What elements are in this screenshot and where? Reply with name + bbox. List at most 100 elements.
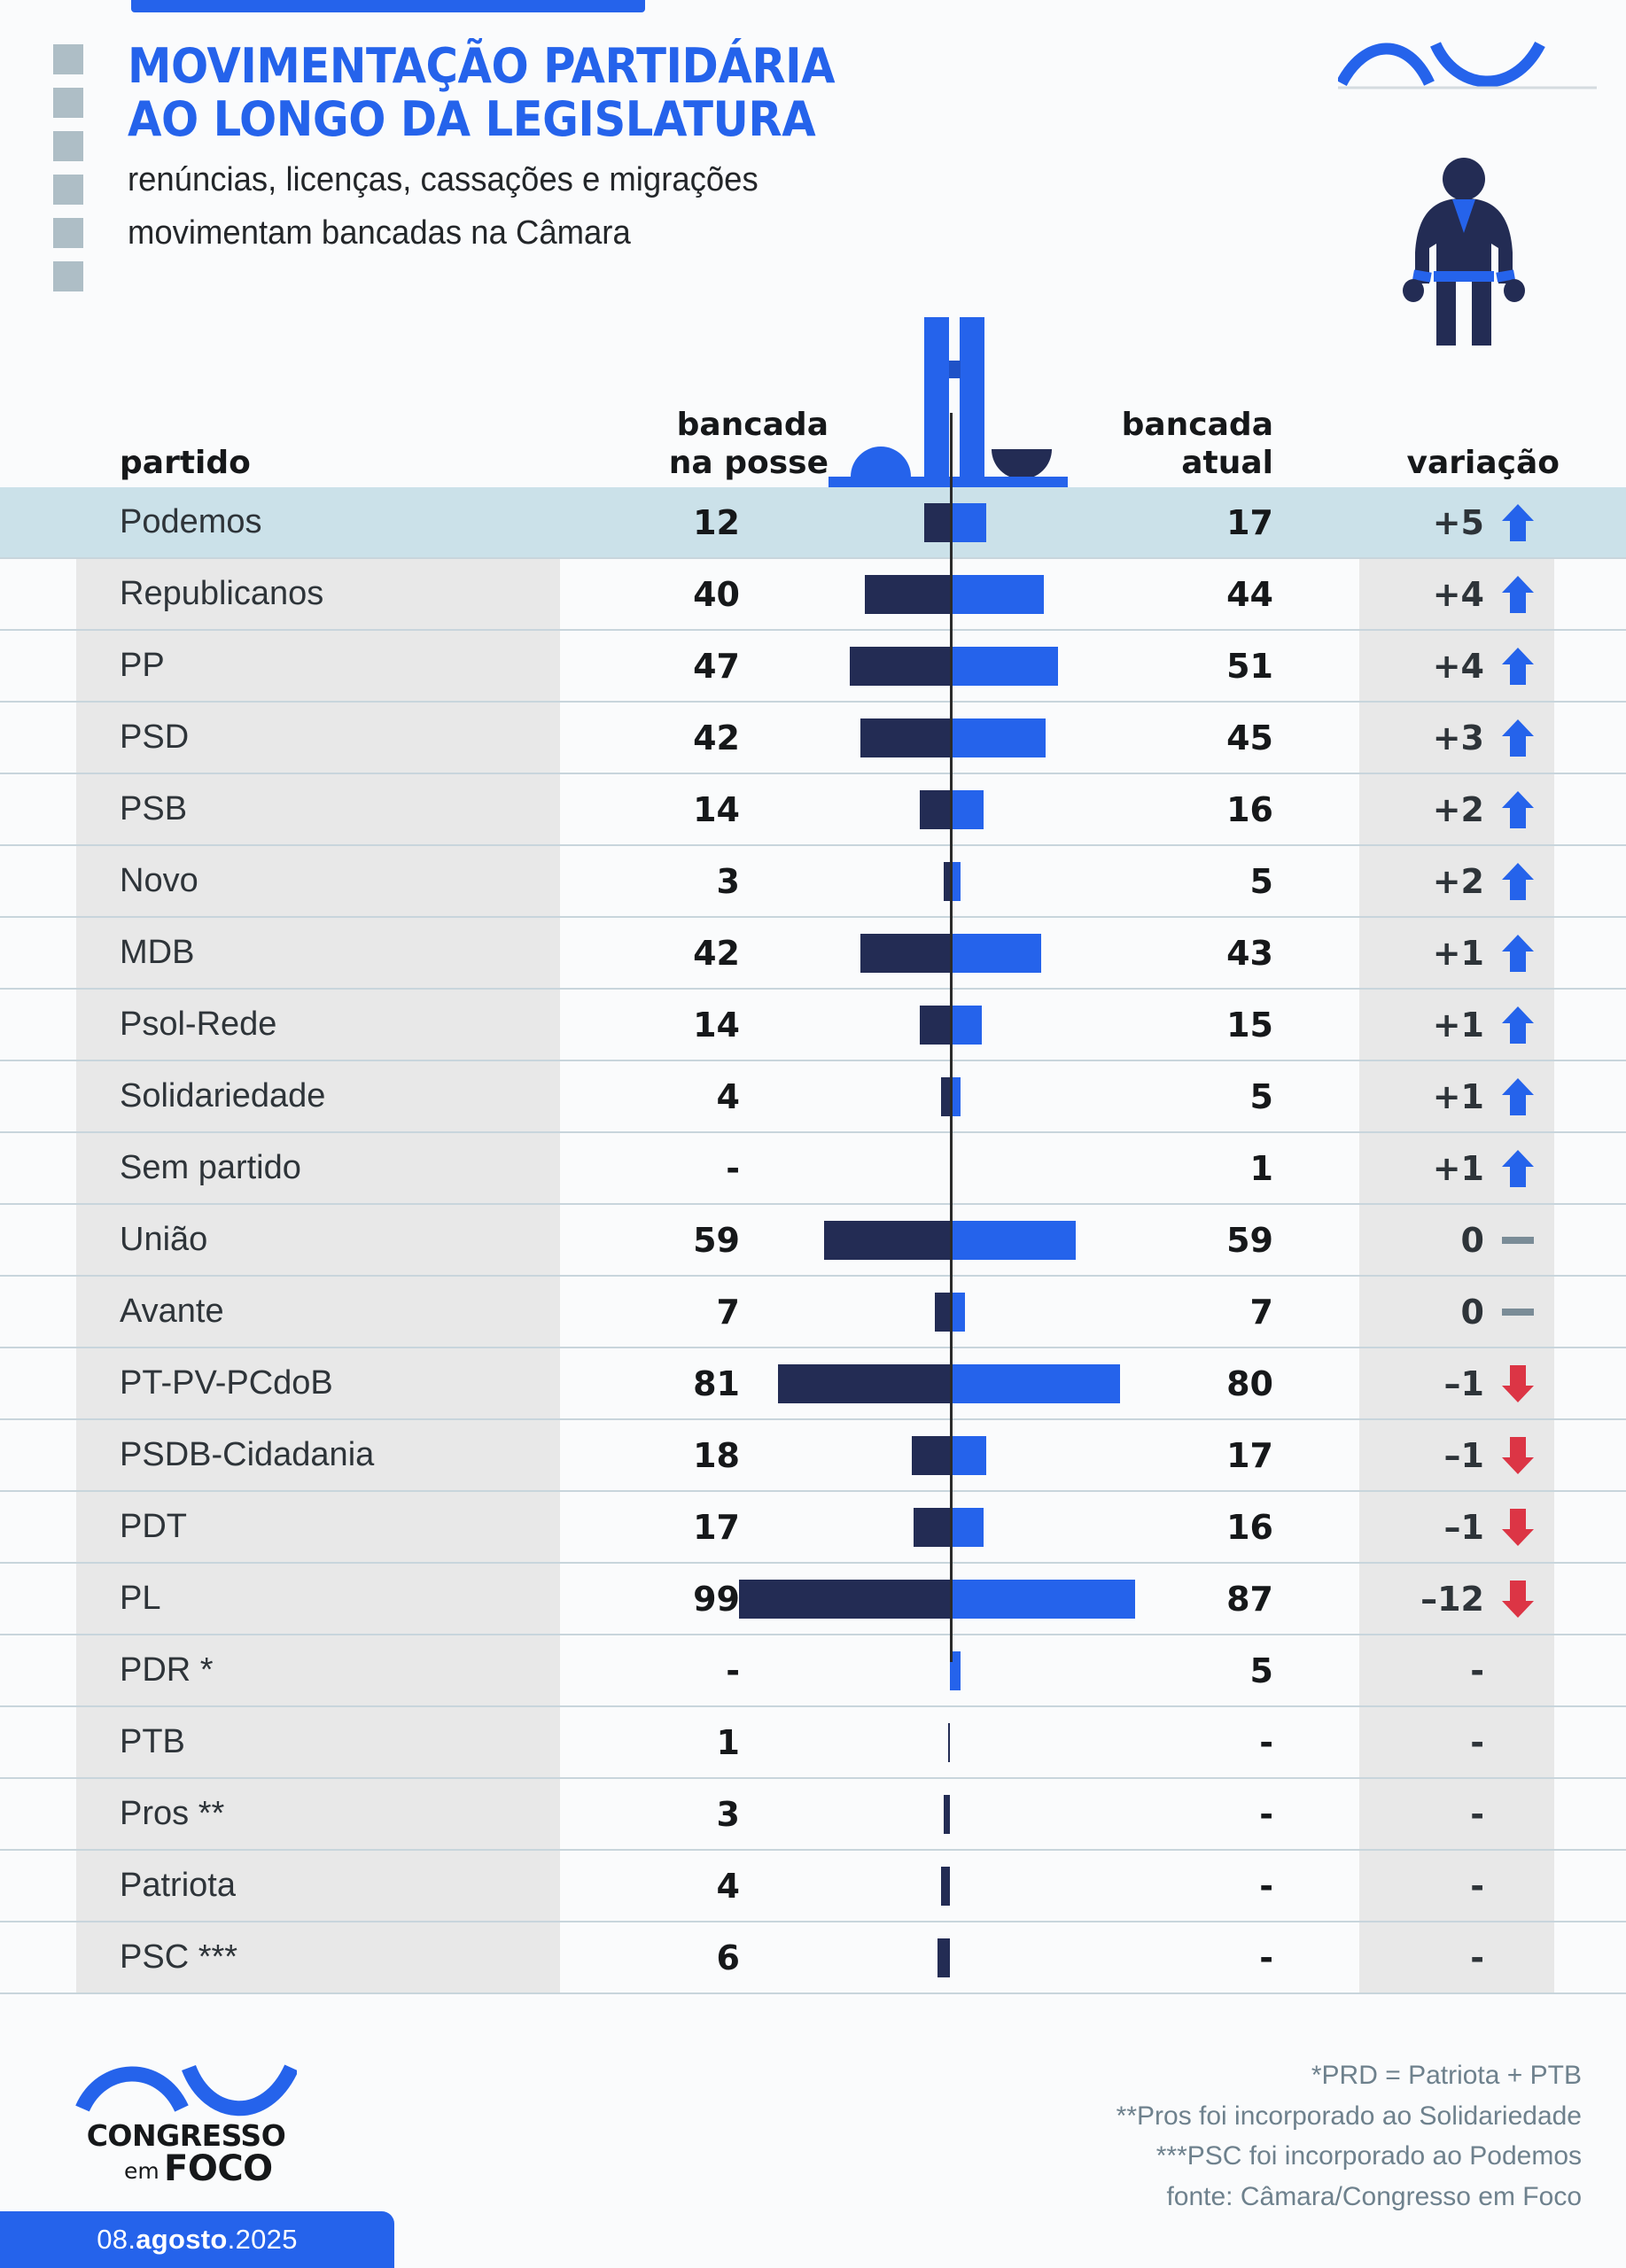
header-block: MOVIMENTAÇÃO PARTIDÁRIA AO LONGO DA LEGI… (128, 38, 1102, 254)
bar-bancada-na-posse (911, 1435, 950, 1475)
cell-bancada-na-posse: - (726, 1148, 740, 1188)
col-header-posse-l2: na posse (668, 444, 829, 481)
row-zebra-left (76, 774, 560, 844)
col-header-party: partido (120, 444, 251, 481)
bar-bancada-na-posse (943, 1794, 950, 1834)
bar-bancada-atual (950, 1579, 1135, 1619)
cell-party-name: Avante (120, 1293, 224, 1330)
cell-bancada-na-posse: 1 (716, 1722, 740, 1762)
date-year: .2025 (227, 2224, 298, 2255)
bar-bancada-atual (950, 718, 1046, 757)
cell-party-name: PSC *** (120, 1938, 238, 1976)
cell-bancada-na-posse: 18 (693, 1435, 740, 1475)
bar-bancada-na-posse (860, 933, 950, 973)
row-bars (0, 1492, 1626, 1562)
bar-bancada-atual (950, 861, 961, 901)
congresso-em-foco-wave-icon (1338, 41, 1597, 89)
cell-trend-indicator (1490, 1851, 1545, 1921)
cell-bancada-atual: 16 (1226, 1507, 1273, 1547)
table-row: PL 99 87 –12 (0, 1564, 1626, 1635)
row-zebra-left (76, 703, 560, 773)
cell-party-name: União (120, 1221, 208, 1258)
bar-bancada-na-posse (935, 1292, 950, 1332)
cell-variacao: +1 (1432, 1076, 1484, 1116)
row-bars (0, 631, 1626, 701)
table-row: União 59 59 0 (0, 1205, 1626, 1277)
row-zebra-left (76, 559, 560, 629)
cell-bancada-atual: 1 (1249, 1148, 1273, 1188)
cell-variacao: –1 (1443, 1363, 1484, 1403)
cell-variacao: +1 (1432, 933, 1484, 973)
bar-bancada-atual (950, 1076, 961, 1116)
row-bars (0, 1635, 1626, 1705)
row-bars (0, 1564, 1626, 1634)
cell-party-name: Novo (120, 862, 198, 899)
cell-variacao: - (1470, 1938, 1484, 1977)
arrow-up-icon (1502, 575, 1534, 613)
cell-trend-indicator (1490, 559, 1545, 629)
cell-bancada-atual: - (1259, 1794, 1273, 1834)
row-zebra-left (76, 1205, 560, 1275)
cell-party-name: PSDB-Cidadania (120, 1436, 375, 1473)
decorative-square (53, 261, 83, 291)
row-bars (0, 918, 1626, 988)
bar-bancada-na-posse (824, 1220, 950, 1260)
bar-bancada-na-posse (924, 502, 950, 542)
cell-bancada-na-posse: 59 (693, 1220, 740, 1260)
page-title-line1: MOVIMENTAÇÃO PARTIDÁRIA (128, 38, 836, 94)
cell-bancada-atual: 17 (1226, 502, 1273, 542)
row-zebra-left (76, 1779, 560, 1849)
cell-variacao: –1 (1443, 1435, 1484, 1475)
decorative-square (53, 175, 83, 205)
arrow-up-icon (1502, 503, 1534, 541)
table-row: Solidariedade 4 5 +1 (0, 1061, 1626, 1133)
bar-bancada-atual (950, 502, 986, 542)
table-row: Psol-Rede 14 15 +1 (0, 990, 1626, 1061)
row-bars (0, 1779, 1626, 1849)
row-zebra-left (76, 846, 560, 916)
row-bars (0, 846, 1626, 916)
bar-bancada-na-posse (850, 646, 950, 686)
row-zebra-left (76, 1133, 560, 1203)
cell-trend-indicator (1490, 918, 1545, 988)
cell-trend-indicator (1490, 1492, 1545, 1562)
deputy-person-icon (1403, 158, 1525, 346)
bar-bancada-atual (950, 789, 984, 829)
cell-variacao: –12 (1420, 1579, 1484, 1619)
cell-party-name: Psol-Rede (120, 1006, 277, 1043)
svg-text:FOCO: FOCO (164, 2148, 273, 2182)
cell-party-name: PDT (120, 1508, 187, 1545)
bar-bancada-na-posse (947, 1722, 950, 1762)
cell-party-name: MDB (120, 934, 195, 971)
col-header-bancada-na-posse: bancada na posse (611, 407, 829, 482)
cell-variacao: +3 (1432, 718, 1484, 757)
cell-bancada-atual: 87 (1226, 1579, 1273, 1619)
cell-bancada-na-posse: 81 (693, 1363, 740, 1403)
cell-bancada-atual: - (1259, 1938, 1273, 1977)
cell-bancada-na-posse: 17 (693, 1507, 740, 1547)
arrow-up-icon (1502, 647, 1534, 685)
cell-bancada-na-posse: 42 (693, 718, 740, 757)
bar-bancada-na-posse (937, 1938, 950, 1977)
arrow-up-icon (1502, 1006, 1534, 1044)
congress-building-icon (829, 317, 1068, 487)
cell-party-name: Patriota (120, 1867, 236, 1904)
cell-variacao: 0 (1460, 1292, 1484, 1332)
col-header-posse-l1: bancada (676, 407, 829, 444)
cell-variacao: - (1470, 1794, 1484, 1834)
row-highlight-band (76, 487, 1554, 557)
row-bars (0, 487, 1626, 557)
dash-flat-icon (1502, 1236, 1534, 1244)
row-zebra-left (76, 631, 560, 701)
table-row: Sem partido - 1 +1 (0, 1133, 1626, 1205)
cell-trend-indicator (1490, 1922, 1545, 1992)
cell-trend-indicator (1490, 1779, 1545, 1849)
arrow-up-icon (1502, 718, 1534, 757)
row-bars (0, 1277, 1626, 1347)
cell-bancada-atual: 15 (1226, 1005, 1273, 1045)
row-zebra-left (76, 1851, 560, 1921)
row-bars (0, 1061, 1626, 1131)
cell-bancada-atual: 5 (1249, 861, 1273, 901)
bar-bancada-na-posse (860, 718, 950, 757)
row-bars (0, 1707, 1626, 1777)
